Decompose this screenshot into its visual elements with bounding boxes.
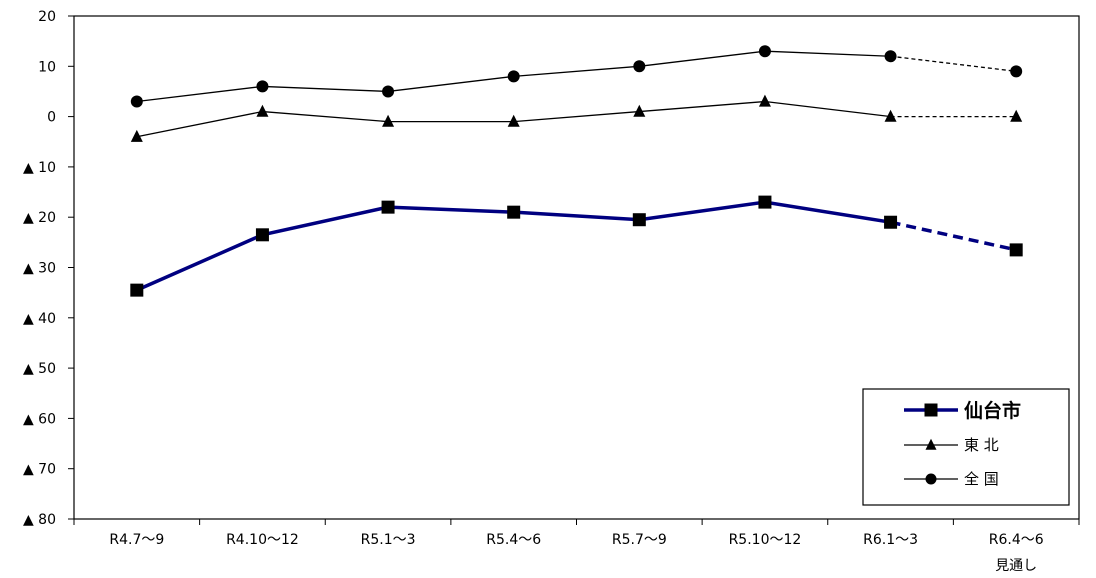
y-tick-label: ▲ 20 — [23, 210, 56, 226]
y-tick-label: ▲ 50 — [23, 361, 56, 377]
x-tick-note: 見通し — [995, 558, 1037, 574]
x-tick-label: R6.4～6 — [989, 532, 1044, 548]
legend-label: 仙台市 — [964, 399, 1021, 422]
x-tick-label: R5.10～12 — [729, 532, 802, 548]
triangle-marker — [256, 104, 269, 117]
triangle-marker — [884, 109, 897, 122]
square-marker — [507, 205, 521, 219]
square-marker — [924, 403, 938, 417]
triangle-marker — [130, 129, 143, 142]
legend-box — [862, 388, 1070, 506]
circle-marker — [758, 45, 771, 58]
square-marker — [1009, 243, 1023, 257]
series-2 — [130, 94, 1023, 142]
circle-marker — [507, 70, 520, 83]
x-tick-label: R5.4～6 — [486, 532, 541, 548]
triangle-marker — [758, 94, 771, 107]
square-marker — [884, 215, 898, 229]
y-tick-label: ▲ 60 — [23, 411, 56, 427]
x-tick-label: R5.7～9 — [612, 532, 667, 548]
circle-marker — [256, 80, 269, 93]
triangle-marker — [507, 114, 520, 127]
x-tick-label: R4.10～12 — [226, 532, 299, 548]
circle-marker — [382, 85, 395, 98]
triangle-marker — [925, 438, 937, 450]
square-marker — [255, 228, 269, 242]
legend-label: 全 国 — [964, 470, 999, 488]
x-tick-label: R4.7～9 — [109, 532, 164, 548]
series-layer — [130, 45, 1023, 297]
y-tick-label: 10 — [38, 59, 56, 75]
circle-marker — [130, 95, 143, 108]
y-tick-label: ▲ 30 — [23, 261, 56, 277]
series-forecast-line — [890, 55, 1017, 72]
series-1 — [130, 195, 1023, 297]
series-3 — [130, 45, 1023, 108]
square-marker — [632, 213, 646, 227]
x-tick-label: R5.1～3 — [361, 532, 416, 548]
series-forecast-line — [890, 220, 1017, 252]
y-axis: 20 10 0 ▲ 10 ▲ 20 ▲ 30 ▲ 40 ▲ 50 ▲ 60 ▲ 70 ▲ 80 — [23, 9, 74, 528]
triangle-marker — [633, 104, 646, 117]
circle-marker — [1010, 65, 1023, 78]
square-marker — [381, 200, 395, 214]
y-tick-label: ▲ 80 — [23, 512, 56, 528]
x-tick-label: R6.1～3 — [863, 532, 918, 548]
square-marker — [130, 283, 144, 297]
triangle-marker — [1010, 109, 1023, 122]
circle-marker — [925, 473, 937, 485]
y-tick-label: ▲ 70 — [23, 462, 56, 478]
square-marker — [758, 195, 772, 209]
y-tick-label: ▲ 10 — [23, 160, 56, 176]
legend-label: 東 北 — [964, 436, 999, 454]
circle-marker — [633, 60, 646, 73]
y-tick-label: 0 — [47, 110, 56, 126]
circle-marker — [884, 50, 897, 63]
y-tick-label: ▲ 40 — [23, 311, 56, 327]
y-tick-label: 20 — [38, 9, 56, 25]
x-axis: R4.7～9 R4.10～12 R5.1～3 R5.4～6 R5.7～9 R5.10～12… — [73, 519, 1080, 574]
triangle-marker — [382, 114, 395, 127]
